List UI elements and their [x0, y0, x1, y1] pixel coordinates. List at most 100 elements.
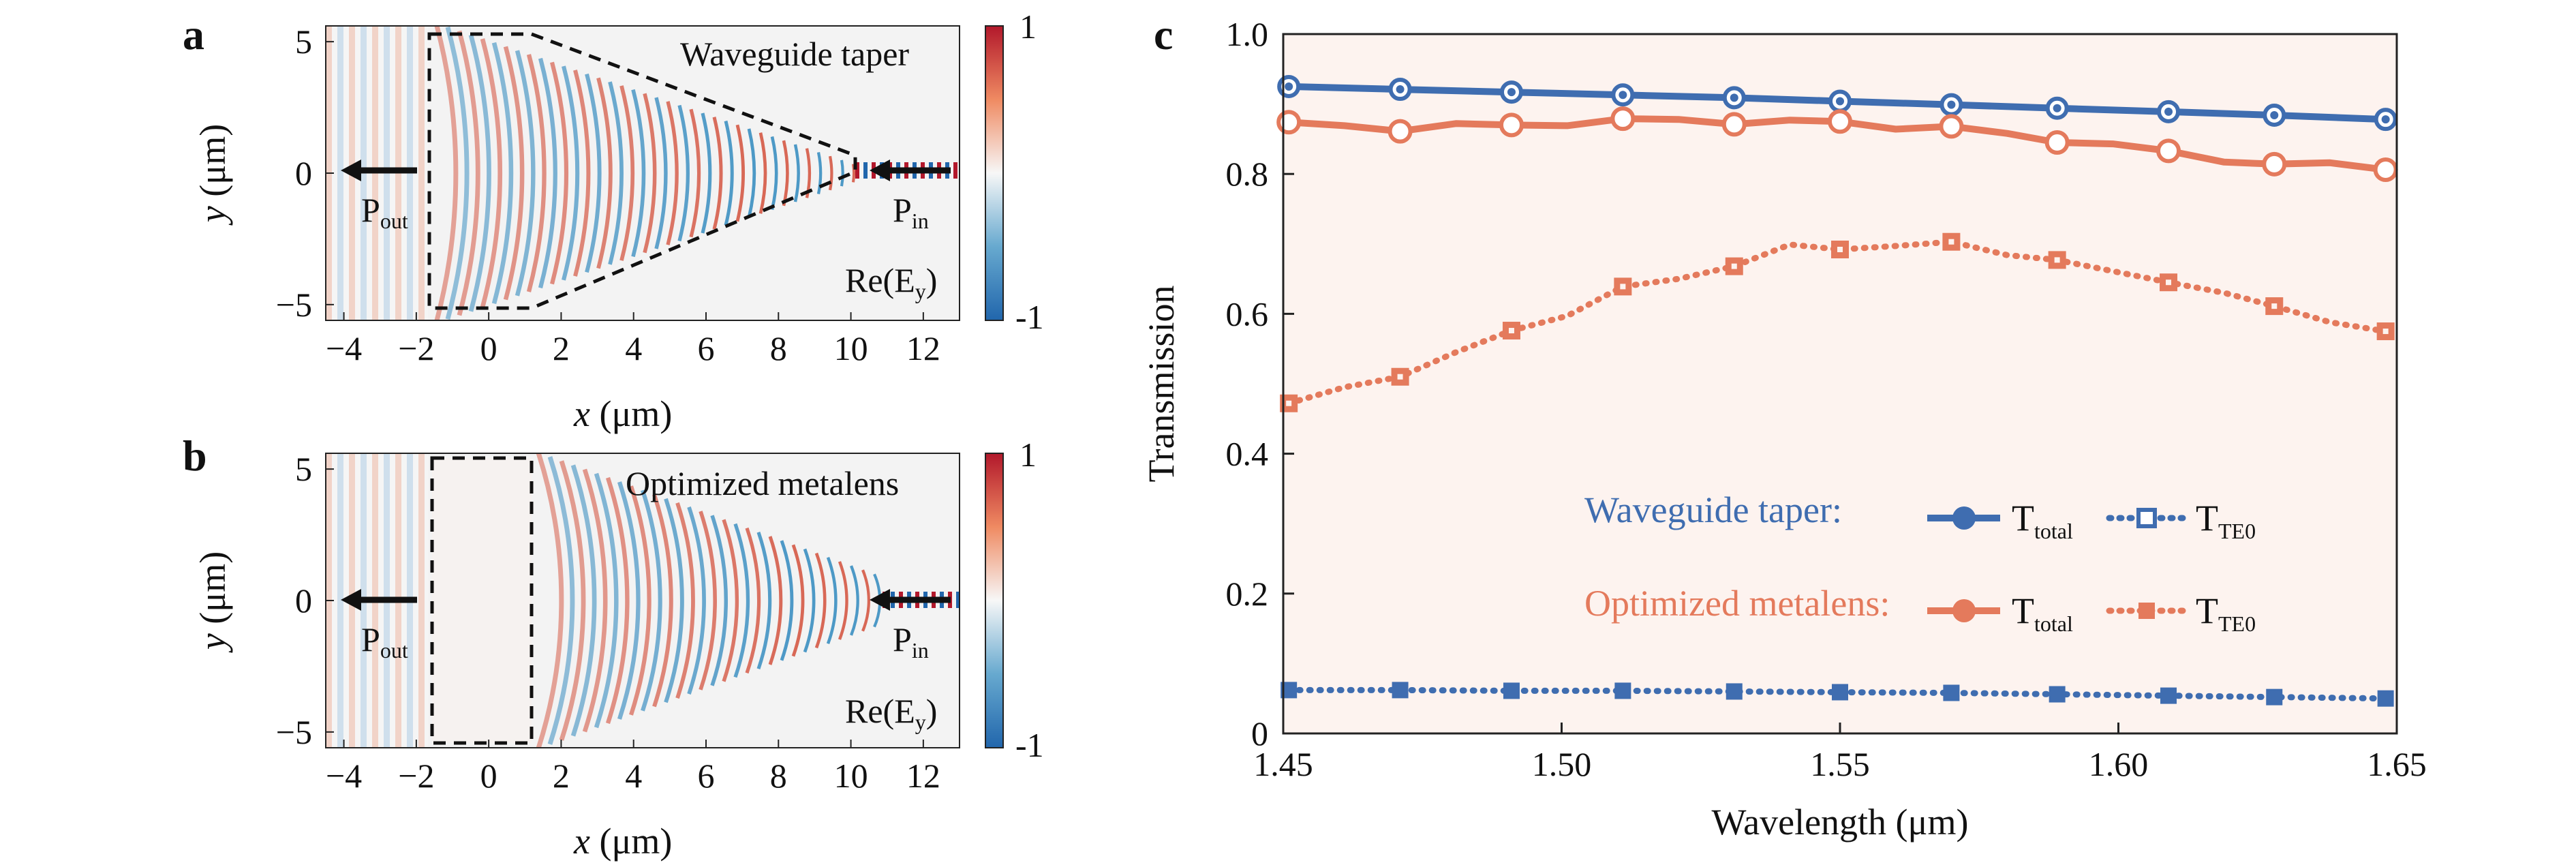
panel-b-axes: −4 −2 0 2 4 6 8 10 12 5 0 −5 [276, 450, 940, 795]
metalens-te0-point-hole [2382, 329, 2389, 335]
wavefront [768, 536, 783, 665]
wavefront [701, 112, 712, 234]
panel-a-axes: −4 −2 0 2 4 6 8 10 12 5 0 −5 [276, 22, 940, 367]
panel-b-field-label: Re(Ey) [845, 692, 937, 734]
wavefront [770, 136, 778, 211]
p-in-arrow-a [870, 160, 951, 181]
waveguide-te0-point [1392, 682, 1409, 699]
wavefront [699, 511, 717, 691]
wavefront [594, 472, 619, 729]
x-tick-label: 6 [698, 757, 715, 795]
panel-c-axes: 1.45 1.50 1.55 1.60 1.65 0 0.2 0.4 0.6 0.8 1.0 Wave… [1141, 15, 2427, 843]
x-tick-label: 4 [625, 329, 642, 367]
x-tick-label: 1.50 [1532, 745, 1592, 783]
p-in-arrow-b [870, 589, 951, 611]
panel-a-cbar-min: -1 [1015, 298, 1044, 336]
panel-c-label: c [1154, 10, 1173, 59]
wavefront [596, 77, 613, 269]
wavefront [849, 565, 859, 636]
wavefront [851, 164, 856, 183]
legend-metalens-total-label: Ttotal [2012, 590, 2073, 636]
wavefront [643, 93, 657, 254]
beam-fringe [855, 162, 859, 179]
waveguide-total-point-core [2164, 107, 2173, 116]
y-tick-label: 0.4 [1226, 435, 1269, 473]
wavefront [503, 46, 525, 301]
metalens-outline [430, 456, 534, 745]
wavefront [434, 26, 459, 320]
panel-b-cbar-min: -1 [1015, 726, 1044, 764]
wavefront [724, 120, 734, 226]
wavefront [480, 38, 503, 308]
metalens-te0-point-hole [2054, 257, 2060, 263]
panel-a-label: a [183, 10, 204, 59]
x-tick-label: 0 [480, 757, 497, 795]
panel-b-cbar-max: 1 [1019, 436, 1037, 474]
waveguide-te0-point [1943, 684, 1960, 701]
panel-b-title: Optimized metalens [626, 464, 899, 502]
y-tick-label: −5 [276, 713, 312, 751]
wavefront [712, 117, 723, 230]
waveguide-total-point-core [2270, 111, 2279, 120]
wavefront [445, 26, 470, 320]
y-tick-label: 5 [295, 22, 312, 61]
metalens-total-point [1721, 112, 1747, 137]
wavefront [619, 85, 635, 261]
waveguide-te0-point [1281, 682, 1298, 699]
legend-waveguide-te0-label: TTE0 [2196, 498, 2256, 543]
metalens-total-point [1939, 114, 1964, 139]
x-tick-label: 1.45 [1253, 745, 1313, 783]
beam-fringe [956, 592, 960, 608]
metalens-total-point [2373, 157, 2398, 183]
wavefront [780, 540, 794, 661]
waveguide-te0-point [1726, 683, 1743, 700]
wavefront [582, 468, 608, 733]
y-tick-label: 0.2 [1226, 575, 1269, 613]
panel-b-p-in: Pin [893, 620, 929, 663]
wavefront [468, 34, 491, 312]
wavefront [652, 494, 673, 708]
wavefront [666, 101, 679, 245]
x-tick-label: −4 [326, 329, 362, 367]
waveguide-total-point-core [1947, 100, 1956, 109]
x-tick-label: −4 [326, 757, 362, 795]
taper-outline [427, 32, 857, 310]
waveguide-total-point-core [1507, 88, 1516, 97]
panel-c: c 1.45 1.50 1.55 1.60 1.65 0 0.2 0.4 0.6 0.8 1.0 Wa… [1141, 10, 2427, 843]
x-tick-label: −2 [398, 329, 434, 367]
wavefront [745, 527, 761, 674]
wavefront [747, 128, 756, 218]
waveguide-total-point-core [1285, 82, 1293, 91]
panel-c-plot-area [1283, 34, 2397, 733]
wavefront [758, 132, 767, 214]
wavefront [641, 489, 662, 712]
waveguide-total-point-core [2053, 104, 2061, 112]
panel-a-p-in: Pin [893, 191, 929, 233]
wavefront [629, 485, 651, 716]
x-tick-label: 6 [698, 329, 715, 367]
panel-c-series [1276, 74, 2398, 707]
wavefront [617, 481, 641, 720]
panel-c-ylabel: Transmission [1141, 285, 1182, 482]
legend-waveguide-total-marker [1952, 506, 1976, 530]
x-tick-label: 2 [553, 757, 570, 795]
waveguide-te0-point [2049, 686, 2066, 703]
wavefront [756, 532, 772, 669]
x-tick-label: 12 [906, 757, 940, 795]
wavefront [605, 476, 630, 725]
x-tick-label: 4 [625, 757, 642, 795]
wavefront [631, 89, 646, 258]
y-tick-label: 0 [1251, 714, 1268, 753]
panel-a-p-out: Pout [361, 191, 408, 233]
wavefront [675, 502, 695, 699]
wavefront [550, 61, 569, 285]
x-tick-label: 8 [770, 329, 787, 367]
metalens-te0-point-hole [1731, 263, 1737, 269]
wavefront [735, 124, 745, 222]
panel-b-label: b [183, 431, 207, 480]
panel-c-xlabel: Wavelength (μm) [1712, 802, 1969, 843]
wavefront [805, 148, 811, 198]
metalens-total-point [1828, 109, 1852, 134]
wavefront [689, 108, 701, 238]
